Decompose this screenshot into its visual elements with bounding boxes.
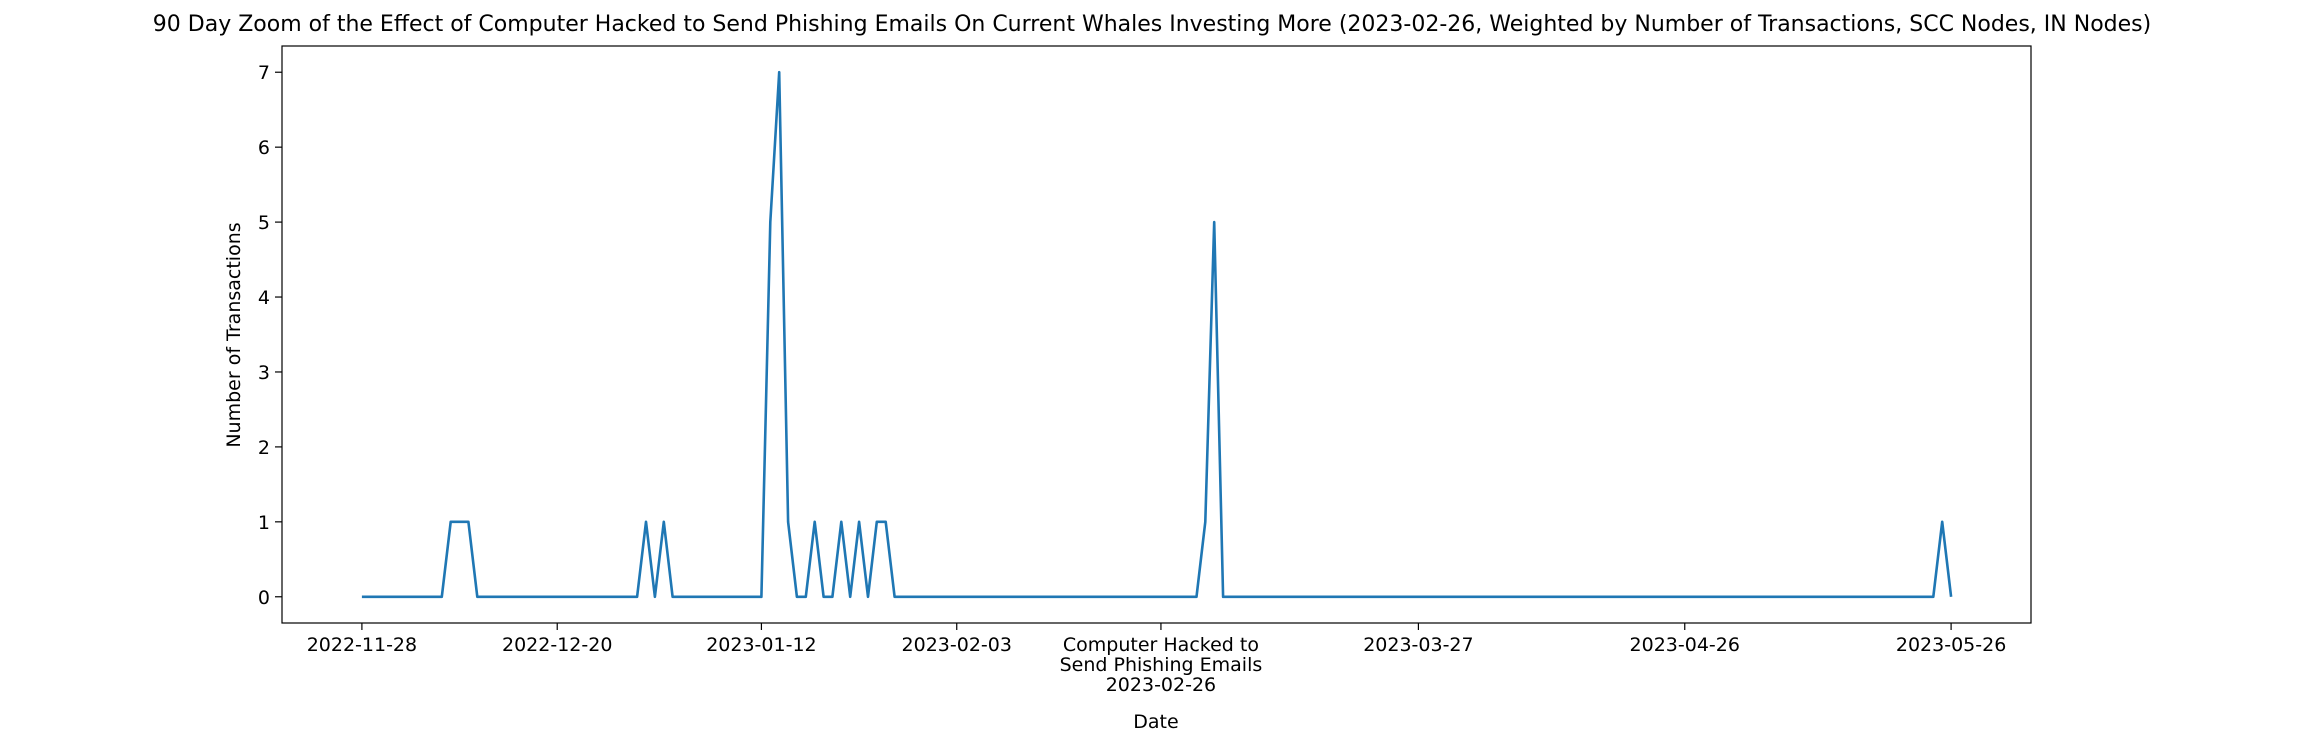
- x-tick-label: 2023-04-26: [1630, 634, 1740, 656]
- x-tick-label: 2023-03-27: [1363, 634, 1473, 656]
- x-tick-label: 2023-05-26: [1896, 634, 2006, 656]
- y-tick-label: 1: [258, 512, 270, 534]
- event-label-line: Computer Hacked to: [1063, 634, 1259, 656]
- y-tick-label: 3: [258, 362, 270, 384]
- y-axis-label: Number of Transactions: [223, 222, 245, 447]
- y-tick-label: 6: [258, 137, 270, 159]
- event-label-line: 2023-02-26: [1106, 674, 1216, 696]
- plot-area: [281, 45, 2032, 624]
- y-tick-label: 2: [258, 437, 270, 459]
- x-tick-label: 2022-12-20: [502, 634, 612, 656]
- y-tick-label: 0: [258, 587, 270, 609]
- series-line: [361, 70, 1953, 599]
- y-tick-label: 5: [258, 212, 270, 234]
- y-axis-ticks: 0 1 2 3 4 5 6 7: [258, 62, 282, 609]
- y-tick-label: 7: [258, 62, 270, 84]
- event-label-line: Send Phishing Emails: [1060, 654, 1263, 676]
- chart-title: 90 Day Zoom of the Effect of Computer Ha…: [153, 12, 2151, 37]
- series-group: [361, 70, 1953, 599]
- x-tick-label: 2022-11-28: [307, 634, 417, 656]
- x-axis-label: Date: [1133, 711, 1178, 733]
- x-tick-label: 2023-01-12: [706, 634, 816, 656]
- x-axis-ticks: 2022-11-28 2022-12-20 2023-01-12 2023-02-03…: [307, 623, 2006, 656]
- x-tick-label: 2023-02-03: [902, 634, 1012, 656]
- y-tick-label: 4: [258, 287, 270, 309]
